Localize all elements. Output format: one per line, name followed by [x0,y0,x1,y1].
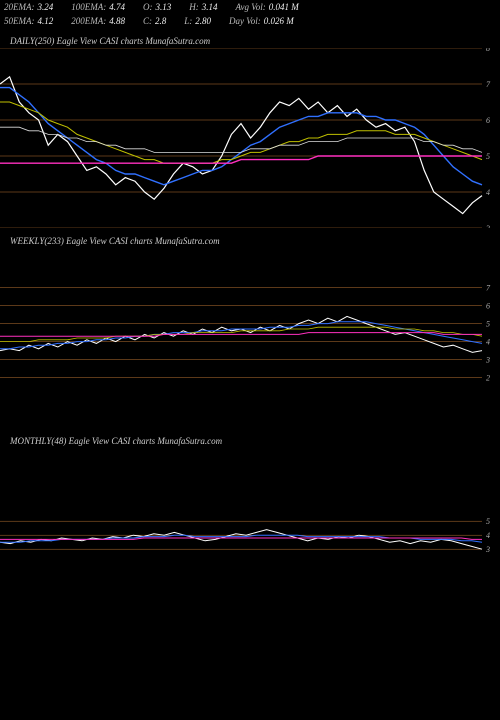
chart-monthly: MONTHLY(48) Eagle View CASI charts Munaf… [0,428,500,628]
stat-label: L: [184,16,192,26]
chart-weekly: WEEKLY(233) Eagle View CASI charts Munaf… [0,228,500,428]
stat-label: Avg Vol: [236,2,266,12]
stat-item: 100EMA:4.74 [71,2,125,12]
chart-area: 3 4 5 [0,448,500,628]
stat-value: 3.14 [202,2,218,12]
stats-row: 20EMA:3.24 100EMA:4.74 O:3.13 H:3.14 Avg Vol… [0,0,500,14]
svg-text:6: 6 [486,116,490,125]
chart-title: WEEKLY(233) Eagle View CASI charts Munaf… [0,228,500,248]
stat-label: H: [189,2,199,12]
stat-item: C:2.8 [143,16,166,26]
stat-label: 20EMA: [4,2,35,12]
stat-item: 20EMA:3.24 [4,2,53,12]
stat-value: 2.80 [195,16,211,26]
series-ema200 [0,156,482,163]
stat-item: 200EMA:4.88 [71,16,125,26]
stat-label: C: [143,16,152,26]
svg-text:5: 5 [486,517,490,526]
stat-label: 50EMA: [4,16,35,26]
chart-title: MONTHLY(48) Eagle View CASI charts Munaf… [0,428,500,448]
stat-value: 3.24 [38,2,54,12]
stat-label: 100EMA: [71,2,106,12]
series-ema200 [0,538,482,539]
svg-text:6: 6 [486,302,490,311]
svg-text:3: 3 [485,545,490,554]
svg-text:7: 7 [486,284,491,293]
stat-item: 50EMA:4.12 [4,16,53,26]
chart-area: 345678 [0,48,500,228]
series-ema50 [0,102,482,163]
svg-text:5: 5 [486,152,490,161]
stat-value: 4.74 [109,2,125,12]
stat-item: O:3.13 [143,2,171,12]
series-ema20 [0,88,482,185]
stat-label: O: [143,2,153,12]
stat-value: 4.12 [38,16,54,26]
stat-label: 200EMA: [71,16,106,26]
svg-text:4: 4 [486,531,490,540]
stat-value: 4.88 [109,16,125,26]
stat-label: Day Vol: [229,16,261,26]
svg-text:4: 4 [486,338,490,347]
stat-item: Day Vol:0.026 M [229,16,294,26]
stat-value: 0.026 M [264,16,294,26]
stat-value: 2.8 [155,16,166,26]
stat-value: 3.13 [156,2,172,12]
svg-text:4: 4 [486,188,490,197]
series-ema20 [0,535,482,542]
chart-daily: DAILY(250) Eagle View CASI charts Munafa… [0,28,500,228]
stat-item: Avg Vol:0.041 M [236,2,299,12]
svg-text:2: 2 [486,374,490,383]
svg-text:5: 5 [486,320,490,329]
svg-text:8: 8 [486,48,490,53]
svg-text:3: 3 [485,356,490,365]
stats-row: 50EMA:4.12 200EMA:4.88 C:2.8 L:2.80 Day Vol:… [0,14,500,28]
stat-item: H:3.14 [189,2,217,12]
series-ema20 [0,322,482,349]
chart-page: 20EMA:3.24 100EMA:4.74 O:3.13 H:3.14 Avg Vol… [0,0,500,628]
stat-value: 0.041 M [269,2,299,12]
series-price [0,77,482,214]
chart-area: 2 3 4 5 6 7 [0,248,500,428]
chart-title: DAILY(250) Eagle View CASI charts Munafa… [0,28,500,48]
stat-item: L:2.80 [184,16,211,26]
svg-text:7: 7 [486,80,491,89]
